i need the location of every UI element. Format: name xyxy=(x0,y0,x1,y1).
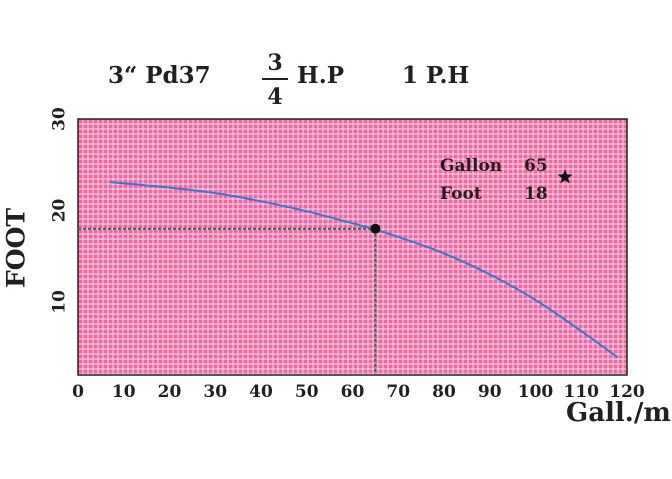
hp-unit: H.P xyxy=(297,62,345,89)
horsepower-fraction: 3 4 xyxy=(260,50,290,110)
hp-numerator: 3 xyxy=(267,50,283,76)
x-tick-label: 120 xyxy=(609,382,645,400)
x-tick-label: 20 xyxy=(158,382,182,400)
star-icon xyxy=(557,169,573,184)
plot-border xyxy=(77,118,628,376)
x-tick-label: 10 xyxy=(112,382,136,400)
y-tick-label: 10 xyxy=(50,290,70,314)
pump-curve-chart: 0 10 20 30 40 50 60 70 80 90 100 110 120 10 20 30 Gallon… xyxy=(50,107,645,400)
x-tick-label: 110 xyxy=(564,382,600,400)
x-tick-label: 30 xyxy=(203,382,227,400)
annotation-value: 65 xyxy=(524,156,548,176)
hp-denominator: 4 xyxy=(267,84,283,110)
pump-model: 3“ Pd37 xyxy=(108,62,211,89)
operating-point-marker xyxy=(370,223,381,234)
annotation-label: Foot xyxy=(440,184,482,204)
grid xyxy=(77,118,627,375)
plot-area xyxy=(78,119,627,375)
annotation-value: 18 xyxy=(524,184,548,204)
x-tick-label: 90 xyxy=(478,382,502,400)
annotation-label: Gallon xyxy=(440,156,502,176)
x-axis-label: Gall./m xyxy=(566,398,671,428)
y-tick-label: 30 xyxy=(50,107,70,131)
phase-label: 1 P.H xyxy=(402,62,470,89)
x-tick-label: 40 xyxy=(249,382,273,400)
x-tick-label: 100 xyxy=(518,382,554,400)
y-tick-label: 20 xyxy=(50,198,70,222)
x-tick-label: 60 xyxy=(341,382,365,400)
x-tick-label: 0 xyxy=(72,382,84,400)
chart-header: 3“ Pd37 3 4 H.P 1 P.H xyxy=(0,50,672,120)
x-tick-label: 80 xyxy=(432,382,456,400)
fraction-bar xyxy=(262,78,288,80)
x-tick-label: 70 xyxy=(386,382,410,400)
x-tick-label: 50 xyxy=(295,382,319,400)
y-axis-label: FOOT xyxy=(1,208,31,288)
